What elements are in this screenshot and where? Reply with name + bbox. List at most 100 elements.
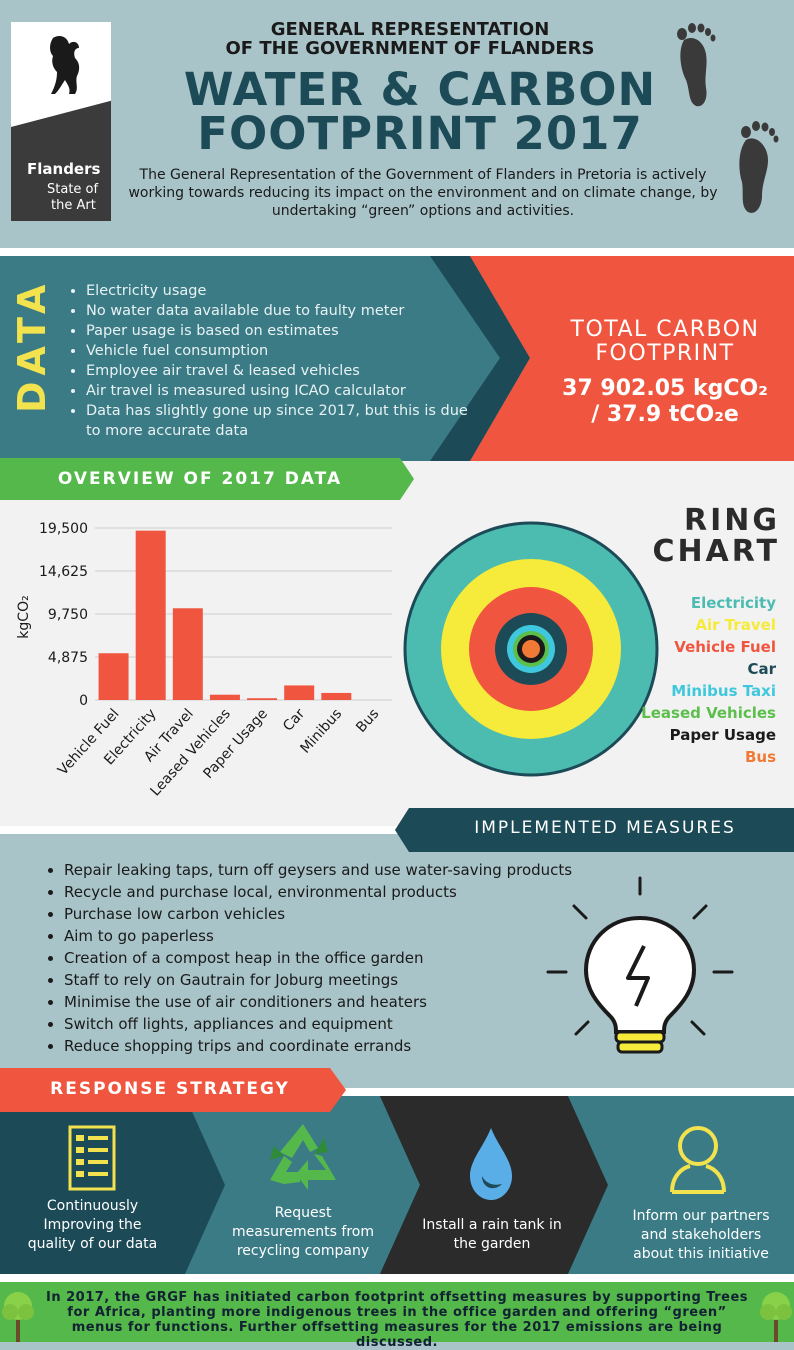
list-item: Data has slightly gone up since 2017, bu…: [86, 401, 486, 441]
implemented-list: Repair leaking taps, turn off geysers an…: [40, 859, 624, 1057]
list-item: Switch off lights, appliances and equipm…: [64, 1013, 624, 1035]
bar: [209, 694, 240, 700]
intro-paragraph: The General Representation of the Govern…: [128, 167, 718, 219]
footprints-icon: [677, 23, 779, 213]
page-title-line1: WATER & CARBON: [183, 63, 657, 116]
ring-chart-title: RING CHART: [640, 505, 780, 567]
data-label: DATA: [10, 278, 54, 413]
overview-banner: [0, 458, 414, 500]
legend-entry: Car: [747, 660, 776, 678]
y-tick-label: 4,875: [48, 650, 88, 666]
data-band: [0, 256, 794, 461]
checklist-icon: [68, 1125, 116, 1191]
response-text-line: about this initiative: [633, 1246, 769, 1262]
divider: [0, 1274, 794, 1282]
list-item: Employee air travel & leased vehicles: [86, 361, 486, 381]
legend-entry: Vehicle Fuel: [674, 638, 776, 656]
list-item: Paper usage is based on estimates: [86, 321, 486, 341]
response-banner: [0, 1068, 346, 1112]
implemented-label: IMPLEMENTED MEASURES: [474, 818, 736, 838]
ring-chart-title-line1: RING: [684, 503, 780, 538]
government-title-line1: GENERAL REPRESENTATION: [270, 19, 550, 40]
legend-entry: Air Travel: [695, 616, 776, 634]
flanders-logo: Flanders State of the Art: [11, 22, 111, 221]
total-carbon-title: TOTAL CARBON FOOTPRINT: [530, 318, 794, 366]
overview-label: OVERVIEW OF 2017 DATA: [57, 469, 343, 489]
water-drop-icon: [470, 1128, 512, 1200]
total-carbon-title-line2: FOOTPRINT: [595, 341, 735, 366]
list-item: Creation of a compost heap in the office…: [64, 947, 624, 969]
page-title-line2: FOOTPRINT 2017: [197, 107, 643, 160]
response-item-inform: Inform our partners and stakeholders abo…: [618, 1207, 784, 1264]
bar: [321, 692, 352, 700]
recycle-icon: [270, 1124, 336, 1190]
lion-icon: [50, 36, 80, 94]
logo-text-tagline: State of the Art: [47, 182, 107, 214]
tree-icon: [760, 1292, 792, 1342]
ring-bus: [522, 640, 540, 658]
government-title-line2: OF THE GOVERNMENT OF FLANDERS: [225, 38, 595, 59]
bar: [135, 530, 166, 700]
list-item: Repair leaking taps, turn off geysers an…: [64, 859, 624, 881]
total-carbon-value: 37 902.05 kgCO₂: [562, 376, 768, 401]
bar: [98, 653, 129, 700]
response-text-line: Continuously: [46, 1198, 139, 1214]
response-text-line: recycling company: [236, 1243, 370, 1259]
response-text-line: quality of our data: [27, 1236, 158, 1252]
list-item: No water data available due to faulty me…: [86, 301, 486, 321]
x-tick-label: Bus: [353, 706, 382, 736]
divider: [0, 248, 794, 256]
y-tick-label: 9,750: [48, 607, 88, 623]
overview-section: [0, 461, 794, 826]
response-text-line: measurements from: [232, 1224, 374, 1240]
response-text-line: Improving the: [43, 1217, 142, 1233]
response-text-line: Install a rain tank in: [422, 1217, 562, 1233]
y-axis-label: kgCO₂: [16, 595, 32, 638]
response-text-line: Request: [274, 1205, 332, 1221]
list-item: Minimise the use of air conditioners and…: [64, 991, 624, 1013]
legend-entry: Minibus Taxi: [671, 682, 776, 700]
list-item: Purchase low carbon vehicles: [64, 903, 624, 925]
list-item: Aim to go paperless: [64, 925, 624, 947]
list-item: Reduce shopping trips and coordinate err…: [64, 1035, 624, 1057]
y-tick-label: 0: [79, 693, 88, 709]
list-item: Electricity usage: [86, 281, 486, 301]
x-tick-label: Car: [280, 706, 308, 735]
person-icon: [670, 1126, 726, 1194]
list-item: Vehicle fuel consumption: [86, 341, 486, 361]
list-item: Air travel is measured using ICAO calcul…: [86, 381, 486, 401]
logo-tagline-line2: the Art: [51, 198, 96, 213]
list-item: Staff to rely on Gautrain for Joburg mee…: [64, 969, 624, 991]
lightbulb-icon: [546, 876, 734, 1054]
bar: [247, 698, 278, 700]
response-label: RESPONSE STRATEGY: [50, 1079, 290, 1099]
footer-text: In 2017, the GRGF has initiated carbon f…: [45, 1290, 749, 1350]
legend-entry: Paper Usage: [669, 726, 776, 744]
tree-icon: [2, 1292, 34, 1342]
government-title: GENERAL REPRESENTATION OF THE GOVERNMENT…: [180, 20, 640, 58]
legend-entry: Electricity: [690, 594, 776, 612]
ring-chart-title-line2: CHART: [652, 534, 780, 569]
response-item-rain-tank: Install a rain tank in the garden: [412, 1216, 572, 1254]
bar: [172, 608, 203, 700]
response-text-line: and stakeholders: [640, 1227, 762, 1243]
legend-entry: Leased Vehicles: [641, 704, 776, 722]
total-carbon-value-tonnes: / 37.9 tCO₂e: [591, 402, 739, 427]
bar: [284, 685, 315, 700]
total-carbon-title-line1: TOTAL CARBON: [570, 317, 760, 342]
response-item-data: Continuously Improving the quality of ou…: [10, 1197, 175, 1254]
logo-tagline-line1: State of: [47, 182, 99, 197]
page-title: WATER & CARBON FOOTPRINT 2017: [150, 63, 690, 160]
response-text-line: the garden: [453, 1236, 531, 1252]
response-item-recycling: Request measurements from recycling comp…: [220, 1204, 386, 1261]
y-tick-label: 19,500: [39, 521, 88, 537]
y-tick-label: 14,625: [39, 564, 88, 580]
implemented-banner: [395, 808, 794, 852]
list-item: Recycle and purchase local, environmenta…: [64, 881, 624, 903]
data-list: Electricity usage No water data availabl…: [62, 281, 486, 441]
divider: [0, 1088, 794, 1096]
footer: [0, 1282, 794, 1342]
header: [0, 0, 794, 248]
ring-chart: [403, 521, 659, 777]
